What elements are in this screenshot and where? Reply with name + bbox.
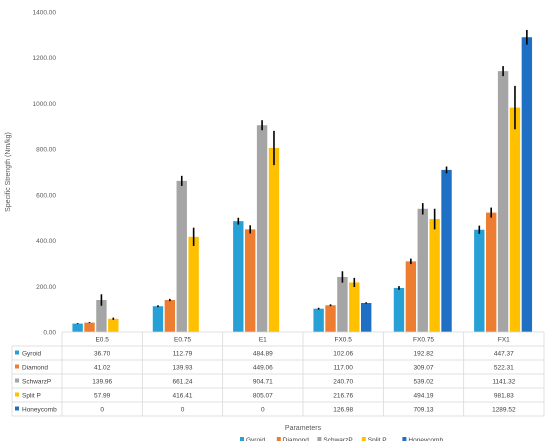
y-tick-label: 1200.00 xyxy=(33,55,57,62)
data-label: 0 xyxy=(261,407,265,414)
data-label: 484.89 xyxy=(253,351,273,358)
y-axis-title: Specific Strength (Nm/kg) xyxy=(5,132,12,212)
bar xyxy=(313,308,324,332)
table-legend-key xyxy=(15,364,19,369)
data-label: 139.96 xyxy=(92,379,112,386)
y-tick-label: 400.00 xyxy=(36,238,56,245)
legend: Gyroid Diamond SchwarzP Split P Honeycomb xyxy=(240,437,443,441)
y-axis: 0.00 200.00 400.00 600.00 800.00 1000.00 1200.… xyxy=(33,10,57,337)
bar xyxy=(474,229,485,332)
data-label: 522.31 xyxy=(494,365,514,372)
table-series-name: Diamond xyxy=(22,365,48,372)
bar xyxy=(349,282,360,332)
y-tick-label: 600.00 xyxy=(36,192,56,199)
data-table: E0.5 E0.75 E1 FX0.5 FX0.75 FX1 Gyroid 36.70 112.… xyxy=(11,331,545,417)
x-tick-label: FX0.75 xyxy=(413,337,434,344)
x-axis-title: Parameters xyxy=(285,425,322,432)
x-tick-label: E0.5 xyxy=(95,337,109,344)
data-label: 449.06 xyxy=(253,365,273,372)
data-label: 805.07 xyxy=(253,393,273,400)
data-label: 102.06 xyxy=(333,351,353,358)
x-tick-label: FX0.5 xyxy=(334,337,352,344)
legend-label: SchwarzP xyxy=(323,437,352,441)
data-label: 126.98 xyxy=(333,407,353,414)
table-legend-key xyxy=(15,406,19,411)
x-tick-label: FX1 xyxy=(498,337,510,344)
bar xyxy=(152,306,164,332)
y-tick-label: 200.00 xyxy=(36,284,56,291)
bar xyxy=(268,147,280,332)
bar xyxy=(337,276,348,332)
bar xyxy=(233,221,244,332)
bar xyxy=(244,229,256,332)
bar-series-group xyxy=(72,29,533,333)
legend-swatch xyxy=(402,437,407,441)
y-tick-label: 1000.00 xyxy=(33,101,57,108)
data-label: 447.37 xyxy=(494,351,514,358)
bar xyxy=(361,302,372,332)
data-label: 192.82 xyxy=(414,351,434,358)
table-legend-key xyxy=(15,392,19,397)
data-label: 216.76 xyxy=(333,393,353,400)
data-label: 904.71 xyxy=(253,379,273,386)
x-tick-label: E0.75 xyxy=(174,337,191,344)
table-series-name: SchwarzP xyxy=(22,379,51,386)
data-label: 0 xyxy=(181,407,185,414)
bar xyxy=(176,180,187,332)
bar xyxy=(96,300,107,332)
legend-label: Honeycomb xyxy=(408,437,443,441)
data-label: 709.13 xyxy=(414,407,434,414)
bar xyxy=(325,305,336,332)
legend-label: Split P xyxy=(368,437,387,441)
bar xyxy=(256,125,268,333)
data-label: 0 xyxy=(100,407,104,414)
bar xyxy=(164,300,176,332)
data-label: 117.00 xyxy=(333,365,353,372)
bar xyxy=(441,169,452,332)
bar xyxy=(108,318,119,332)
legend-swatch xyxy=(240,437,244,441)
legend-swatch xyxy=(317,437,322,441)
legend-swatch xyxy=(276,437,281,441)
data-label: 309.07 xyxy=(414,365,434,372)
bar xyxy=(509,107,521,332)
bar xyxy=(84,322,95,332)
data-label: 57.99 xyxy=(94,393,111,400)
bar xyxy=(188,236,199,332)
table-series-name: Gyroid xyxy=(22,351,42,358)
data-label: 539.02 xyxy=(414,379,434,386)
bar xyxy=(429,219,440,332)
legend-label: Gyroid xyxy=(246,437,266,441)
bar xyxy=(497,71,509,332)
bar xyxy=(521,37,533,333)
data-label: 41.02 xyxy=(94,365,111,372)
data-label: 416.41 xyxy=(173,393,193,400)
bar xyxy=(72,323,83,332)
data-label: 36.70 xyxy=(94,351,111,358)
table-legend-key xyxy=(15,378,19,383)
data-label: 981.83 xyxy=(494,393,514,400)
table-series-name: Honeycomb xyxy=(22,407,57,414)
table-series-name: Split P xyxy=(22,393,41,400)
legend-swatch xyxy=(361,437,366,441)
y-tick-label: 800.00 xyxy=(36,147,56,154)
x-tick-label: E1 xyxy=(259,337,267,344)
bar xyxy=(405,261,417,332)
data-label: 240.70 xyxy=(333,379,353,386)
data-label: 1141.32 xyxy=(492,379,515,386)
y-tick-label: 0.00 xyxy=(43,330,56,337)
data-label: 661.24 xyxy=(173,379,193,386)
data-label: 1289.52 xyxy=(492,407,516,414)
bar xyxy=(417,208,428,332)
table-legend-key xyxy=(15,350,19,355)
legend-label: Diamond xyxy=(283,437,309,441)
data-label: 139.93 xyxy=(173,365,193,372)
bar xyxy=(485,212,497,332)
data-label: 112.79 xyxy=(173,351,193,358)
data-label: 494.19 xyxy=(414,393,434,400)
y-tick-label: 1400.00 xyxy=(33,10,57,17)
bar xyxy=(393,287,405,332)
